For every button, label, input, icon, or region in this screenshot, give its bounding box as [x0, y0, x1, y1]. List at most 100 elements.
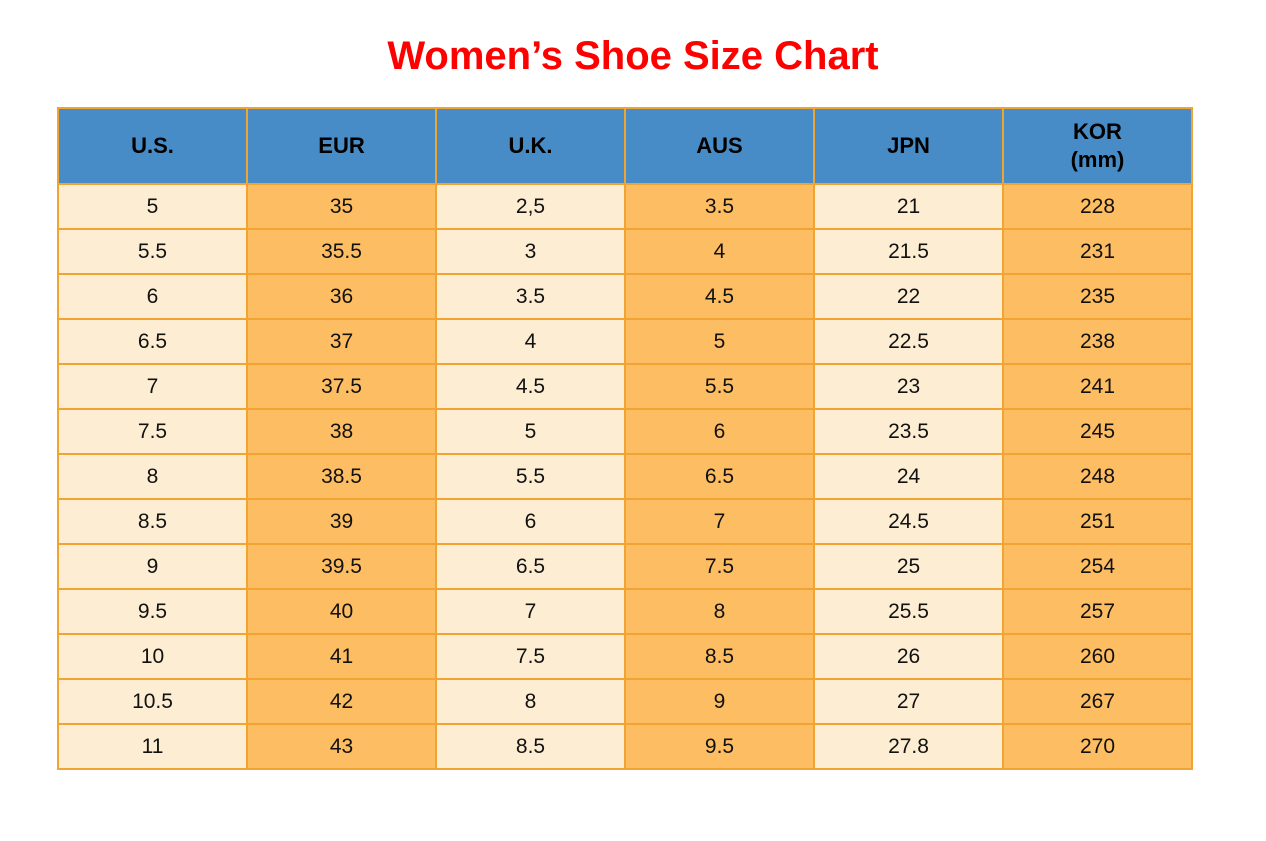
cell-us: 6.5 [57, 318, 248, 365]
cell-eur: 35 [246, 183, 437, 230]
header-row: U.S. EUR U.K. AUS JPN KOR (mm) [57, 107, 1193, 185]
cell-aus: 4 [624, 228, 815, 275]
cell-eur: 37.5 [246, 363, 437, 410]
cell-kor: 267 [1002, 678, 1193, 725]
cell-jpn: 25 [813, 543, 1004, 590]
cell-eur: 38 [246, 408, 437, 455]
cell-us: 8.5 [57, 498, 248, 545]
table-row: 7.5 38 5 6 23.5 245 [57, 408, 1193, 455]
column-header-kor: KOR (mm) [1002, 107, 1193, 185]
cell-eur: 35.5 [246, 228, 437, 275]
table-body: 5 35 2,5 3.5 21 228 5.5 35.5 3 4 21.5 231 6 36 3.5 4.5 2… [57, 183, 1193, 770]
cell-us: 5 [57, 183, 248, 230]
cell-kor: 248 [1002, 453, 1193, 500]
cell-us: 9 [57, 543, 248, 590]
cell-us: 11 [57, 723, 248, 770]
table-row: 5.5 35.5 3 4 21.5 231 [57, 228, 1193, 275]
table-row: 6.5 37 4 5 22.5 238 [57, 318, 1193, 365]
cell-eur: 39.5 [246, 543, 437, 590]
table-row: 8 38.5 5.5 6.5 24 248 [57, 453, 1193, 500]
table-row: 9 39.5 6.5 7.5 25 254 [57, 543, 1193, 590]
cell-kor: 254 [1002, 543, 1193, 590]
cell-uk: 3 [435, 228, 626, 275]
cell-jpn: 24 [813, 453, 1004, 500]
cell-uk: 8.5 [435, 723, 626, 770]
cell-us: 7.5 [57, 408, 248, 455]
cell-aus: 6.5 [624, 453, 815, 500]
column-header-jpn: JPN [813, 107, 1004, 185]
cell-kor: 238 [1002, 318, 1193, 365]
table-row: 11 43 8.5 9.5 27.8 270 [57, 723, 1193, 770]
cell-kor: 257 [1002, 588, 1193, 635]
cell-aus: 6 [624, 408, 815, 455]
cell-jpn: 23.5 [813, 408, 1004, 455]
cell-kor: 231 [1002, 228, 1193, 275]
cell-aus: 5.5 [624, 363, 815, 410]
shoe-size-table: U.S. EUR U.K. AUS JPN KOR (mm) 5 35 2,5 3.5 21 228… [57, 107, 1193, 770]
cell-aus: 8.5 [624, 633, 815, 680]
table-row: 10 41 7.5 8.5 26 260 [57, 633, 1193, 680]
cell-kor: 251 [1002, 498, 1193, 545]
cell-kor: 235 [1002, 273, 1193, 320]
page-title: Women’s Shoe Size Chart [387, 34, 879, 78]
cell-aus: 4.5 [624, 273, 815, 320]
cell-eur: 41 [246, 633, 437, 680]
cell-jpn: 21.5 [813, 228, 1004, 275]
table-header: U.S. EUR U.K. AUS JPN KOR (mm) [57, 107, 1193, 185]
cell-jpn: 26 [813, 633, 1004, 680]
cell-us: 5.5 [57, 228, 248, 275]
cell-jpn: 22.5 [813, 318, 1004, 365]
cell-uk: 6.5 [435, 543, 626, 590]
cell-jpn: 27.8 [813, 723, 1004, 770]
cell-jpn: 24.5 [813, 498, 1004, 545]
table-row: 7 37.5 4.5 5.5 23 241 [57, 363, 1193, 410]
cell-jpn: 23 [813, 363, 1004, 410]
cell-uk: 7 [435, 588, 626, 635]
cell-uk: 5.5 [435, 453, 626, 500]
table-row: 9.5 40 7 8 25.5 257 [57, 588, 1193, 635]
cell-us: 7 [57, 363, 248, 410]
cell-kor: 241 [1002, 363, 1193, 410]
cell-eur: 36 [246, 273, 437, 320]
cell-uk: 8 [435, 678, 626, 725]
cell-jpn: 25.5 [813, 588, 1004, 635]
cell-aus: 7.5 [624, 543, 815, 590]
column-header-us: U.S. [57, 107, 248, 185]
cell-eur: 39 [246, 498, 437, 545]
cell-aus: 5 [624, 318, 815, 365]
cell-uk: 3.5 [435, 273, 626, 320]
cell-eur: 42 [246, 678, 437, 725]
table-row: 8.5 39 6 7 24.5 251 [57, 498, 1193, 545]
cell-us: 9.5 [57, 588, 248, 635]
cell-aus: 3.5 [624, 183, 815, 230]
cell-uk: 6 [435, 498, 626, 545]
cell-us: 10 [57, 633, 248, 680]
column-header-eur: EUR [246, 107, 437, 185]
cell-us: 10.5 [57, 678, 248, 725]
cell-eur: 38.5 [246, 453, 437, 500]
cell-uk: 5 [435, 408, 626, 455]
cell-aus: 9.5 [624, 723, 815, 770]
cell-uk: 4.5 [435, 363, 626, 410]
cell-jpn: 27 [813, 678, 1004, 725]
cell-uk: 7.5 [435, 633, 626, 680]
cell-uk: 4 [435, 318, 626, 365]
cell-uk: 2,5 [435, 183, 626, 230]
cell-eur: 37 [246, 318, 437, 365]
cell-kor: 260 [1002, 633, 1193, 680]
cell-kor: 245 [1002, 408, 1193, 455]
cell-us: 6 [57, 273, 248, 320]
cell-aus: 7 [624, 498, 815, 545]
table-row: 10.5 42 8 9 27 267 [57, 678, 1193, 725]
cell-jpn: 21 [813, 183, 1004, 230]
cell-eur: 43 [246, 723, 437, 770]
cell-eur: 40 [246, 588, 437, 635]
cell-us: 8 [57, 453, 248, 500]
table-row: 6 36 3.5 4.5 22 235 [57, 273, 1193, 320]
cell-kor: 270 [1002, 723, 1193, 770]
cell-kor: 228 [1002, 183, 1193, 230]
cell-aus: 8 [624, 588, 815, 635]
table-row: 5 35 2,5 3.5 21 228 [57, 183, 1193, 230]
column-header-aus: AUS [624, 107, 815, 185]
